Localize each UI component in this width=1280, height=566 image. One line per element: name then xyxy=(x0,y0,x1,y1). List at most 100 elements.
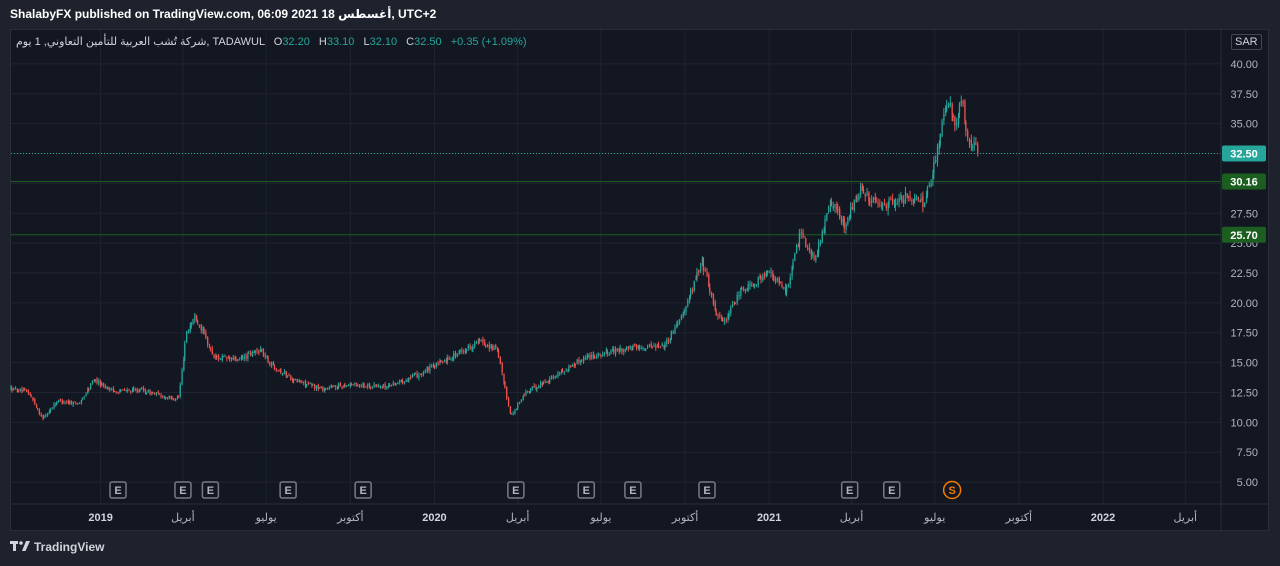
candle-body xyxy=(774,278,777,283)
candle-body xyxy=(813,254,815,259)
candle-body xyxy=(245,355,247,359)
candle-body xyxy=(166,397,169,399)
candle-body xyxy=(757,277,759,286)
candle-body xyxy=(78,402,81,404)
candle-body xyxy=(64,402,66,404)
candle-body xyxy=(907,196,909,199)
time-tick-label: يوليو xyxy=(589,512,611,524)
candle-body xyxy=(74,401,76,403)
candle-body xyxy=(427,367,429,371)
candle-body xyxy=(621,348,623,353)
candle-body xyxy=(431,365,433,367)
chart-panel[interactable] xyxy=(10,29,1269,531)
candle-body xyxy=(16,388,19,393)
candle-body xyxy=(727,315,729,320)
candle-body xyxy=(89,383,92,390)
candle-body xyxy=(260,348,263,351)
candlestick-series xyxy=(10,95,979,421)
candle-body xyxy=(896,203,898,205)
candle-body xyxy=(956,122,958,125)
candle-body xyxy=(717,315,719,317)
candle-body xyxy=(21,388,23,393)
candle-body xyxy=(826,213,828,221)
high-label: H xyxy=(318,36,327,48)
candle-body xyxy=(388,385,390,387)
candle-body xyxy=(893,204,896,206)
candle-body xyxy=(30,394,32,397)
candle-body xyxy=(120,389,122,392)
candle-body xyxy=(240,356,243,359)
candle-body xyxy=(125,390,127,392)
candle-body xyxy=(339,383,341,387)
candle-body xyxy=(286,375,288,377)
candle-body xyxy=(164,396,167,398)
candle-body xyxy=(403,381,405,384)
candle-body xyxy=(322,387,324,391)
candle-body xyxy=(98,380,100,384)
candle-body xyxy=(781,284,783,287)
candle-body xyxy=(952,114,954,118)
candle-body xyxy=(234,357,236,361)
candle-body xyxy=(499,357,502,364)
candle-body xyxy=(687,300,689,307)
candle-body xyxy=(868,192,870,202)
candle-body xyxy=(228,357,230,359)
earnings-icon xyxy=(279,481,297,499)
candle-body xyxy=(506,386,508,398)
candle-body xyxy=(839,208,841,218)
currency-button[interactable]: SAR xyxy=(1231,34,1262,50)
candle-body xyxy=(535,386,537,389)
close-label: C xyxy=(406,36,415,48)
level-badge: 25.70 xyxy=(1230,230,1258,242)
candle-body xyxy=(587,355,589,357)
candle-body xyxy=(866,193,868,196)
candle-body xyxy=(221,356,223,360)
earnings-icon xyxy=(698,481,716,499)
candle-body xyxy=(975,143,977,145)
candle-body xyxy=(677,323,679,325)
candle-body xyxy=(326,387,329,389)
candle-body xyxy=(883,203,886,205)
candle-body xyxy=(619,347,621,352)
candle-body xyxy=(382,384,384,387)
candle-body xyxy=(224,356,226,358)
candle-body xyxy=(642,347,644,349)
close-value: 32.50 xyxy=(414,36,442,48)
candle-body xyxy=(375,385,377,387)
candle-body xyxy=(973,141,975,150)
candle-body xyxy=(389,385,391,387)
candle-body xyxy=(464,350,467,352)
candle-body xyxy=(27,390,30,394)
candle-body xyxy=(360,385,362,387)
candle-body xyxy=(695,278,697,280)
candle-body xyxy=(100,382,103,386)
candle-body xyxy=(913,199,915,204)
candle-body xyxy=(751,284,753,286)
change-value: +0.35 (+1.09%) xyxy=(450,36,527,48)
candle-body xyxy=(94,379,96,382)
candle-body xyxy=(401,380,404,383)
candle-body xyxy=(83,397,85,399)
candle-body xyxy=(851,207,854,210)
candle-body xyxy=(209,347,212,349)
candle-body xyxy=(57,399,60,402)
candle-body xyxy=(706,271,708,277)
candle-body xyxy=(926,187,929,196)
candle-body xyxy=(797,244,800,246)
candle-body xyxy=(523,394,525,396)
candle-body xyxy=(914,197,916,202)
candle-body xyxy=(232,357,234,360)
candle-body xyxy=(549,378,551,383)
candle-body xyxy=(113,390,116,392)
candle-body xyxy=(318,387,320,389)
candle-body xyxy=(132,388,134,392)
price-tick-label: 10.00 xyxy=(1230,417,1258,429)
candle-body xyxy=(548,380,550,382)
candle-body xyxy=(208,344,211,347)
candle-body xyxy=(924,202,926,207)
candle-body xyxy=(320,387,322,389)
candle-body xyxy=(458,350,460,353)
candle-body xyxy=(719,314,721,316)
candle-body xyxy=(25,389,28,392)
